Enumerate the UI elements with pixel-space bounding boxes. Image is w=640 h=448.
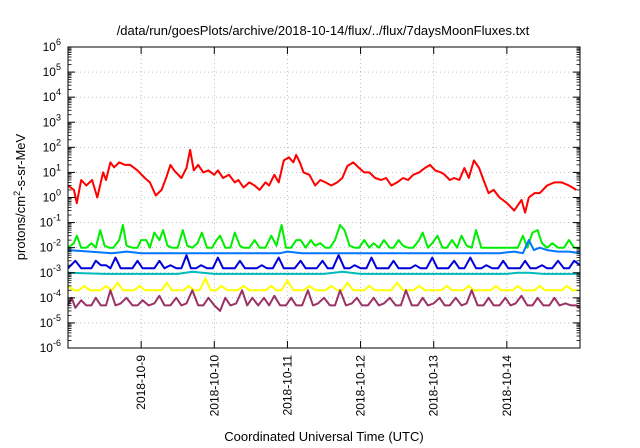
axis-ticks <box>68 46 580 349</box>
x-tick-label: 2018-10-13 <box>427 355 441 417</box>
y-tick-label-exponent: -5 <box>53 313 61 323</box>
y-tick-label: 10-5 <box>40 313 61 330</box>
series-line-7 <box>67 289 581 312</box>
series-line-1 <box>67 148 577 214</box>
y-tick-label-base: 10 <box>43 140 57 154</box>
y-tick-label-exponent: -1 <box>53 213 61 223</box>
y-axis-title: protons/cm2-s-sr-MeV <box>12 133 28 260</box>
y-tick-label: 103 <box>43 112 61 129</box>
y-tick-label-base: 10 <box>40 241 54 255</box>
y-tick-label: 106 <box>43 37 61 54</box>
y-tick-label-base: 10 <box>40 316 54 330</box>
y-tick-label: 10-6 <box>40 338 61 355</box>
y-tick-label-exponent: -3 <box>53 263 61 273</box>
series-line-4 <box>67 254 581 270</box>
y-tick-label-base: 10 <box>40 266 54 280</box>
series-line-6 <box>67 277 578 292</box>
series-layer <box>67 148 581 312</box>
x-tick-labels: 2018-10-9 2018-10-10 2018-10-11 2018-10-12 2… <box>134 355 514 417</box>
series-line-2 <box>67 224 580 249</box>
y-tick-label-base: 10 <box>40 216 54 230</box>
y-tick-label-base: 10 <box>43 90 57 104</box>
y-tick-label-base: 10 <box>40 341 54 355</box>
chart-title: /data/run/goesPlots/archive/2018-10-14/f… <box>117 23 530 38</box>
y-tick-label-base: 10 <box>43 165 57 179</box>
x-tick-label: 2018-10-10 <box>207 355 221 417</box>
y-tick-label-base: 10 <box>43 65 57 79</box>
y-tick-label: 10-2 <box>40 238 61 255</box>
series-line-5 <box>67 270 580 275</box>
y-axis-title-prefix: protons/cm <box>13 196 28 260</box>
x-tick-label: 2018-10-14 <box>500 355 514 417</box>
y-tick-label: 105 <box>43 62 61 79</box>
y-tick-label: 102 <box>43 137 61 154</box>
x-tick-label: 2018-10-9 <box>134 355 148 410</box>
y-axis-title-superscript: 2 <box>12 191 22 196</box>
y-axis-title-suffix: -s-sr-MeV <box>13 133 28 190</box>
y-tick-label: 100 <box>43 188 61 205</box>
y-tick-label-base: 10 <box>43 191 57 205</box>
y-tick-label-exponent: 6 <box>56 37 61 47</box>
y-tick-label-exponent: 1 <box>56 162 61 172</box>
y-tick-label: 10-4 <box>40 288 61 305</box>
y-tick-label: 101 <box>43 162 61 179</box>
y-tick-label-exponent: 5 <box>56 62 61 72</box>
y-tick-label-exponent: 2 <box>56 137 61 147</box>
y-tick-label-exponent: 0 <box>56 188 61 198</box>
y-tick-label-exponent: -2 <box>53 238 61 248</box>
y-tick-label: 104 <box>43 87 61 104</box>
x-tick-label: 2018-10-11 <box>280 355 294 416</box>
series-line-3 <box>67 239 581 255</box>
y-tick-label-base: 10 <box>43 115 57 129</box>
y-tick-label-exponent: -4 <box>53 288 61 298</box>
y-tick-label-base: 10 <box>43 40 57 54</box>
y-tick-label-base: 10 <box>40 291 54 305</box>
y-tick-label-exponent: 4 <box>56 87 61 97</box>
x-tick-label: 2018-10-12 <box>354 355 368 417</box>
x-axis-title: Coordinated Universal Time (UTC) <box>224 429 423 444</box>
y-tick-label: 10-3 <box>40 263 61 280</box>
y-tick-label-exponent: -6 <box>53 338 61 348</box>
y-tick-label: 10-1 <box>40 213 61 230</box>
y-tick-label-exponent: 3 <box>56 112 61 122</box>
y-tick-labels: 10-610-510-410-310-210-11001011021031041… <box>40 37 61 355</box>
